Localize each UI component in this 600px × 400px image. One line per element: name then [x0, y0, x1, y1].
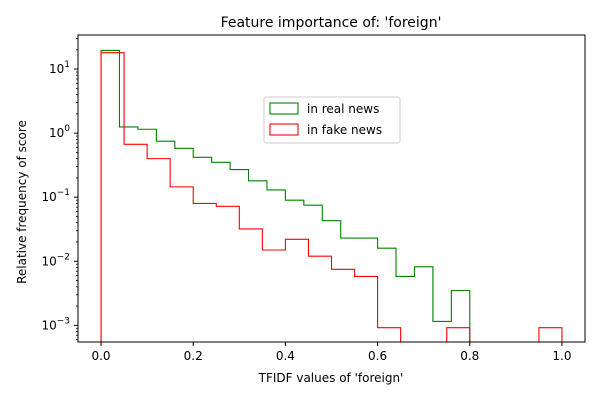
- legend: in real news in fake news: [263, 96, 401, 144]
- x-tick-label: 0.4: [276, 349, 295, 363]
- x-tick-label: 0.8: [460, 349, 479, 363]
- x-tick-label: 1.0: [552, 349, 571, 363]
- legend-swatch: [269, 123, 299, 136]
- series-fake-news: [100, 52, 563, 342]
- x-tick-label: 0.0: [91, 349, 110, 363]
- legend-swatch: [269, 102, 299, 115]
- y-tick-label: 100: [49, 124, 70, 140]
- series-step-line: [100, 52, 563, 342]
- legend-label: in real news: [307, 102, 379, 116]
- chart-title: Feature importance of: 'foreign': [221, 15, 442, 31]
- series-real-news: [100, 49, 471, 342]
- legend-item: in real news: [269, 102, 379, 116]
- x-tick-label: 0.6: [368, 349, 387, 363]
- legend-label: in fake news: [307, 123, 382, 137]
- x-tick-label: 0.2: [184, 349, 203, 363]
- y-tick-label: 10−1: [41, 188, 70, 204]
- y-tick-label: 101: [49, 60, 70, 76]
- axes-frame: [77, 34, 586, 343]
- plot-area: [78, 35, 585, 342]
- y-axis-label: Relative frequency of score: [15, 120, 29, 284]
- x-axis-label: TFIDF values of 'foreign': [258, 371, 404, 385]
- axes-layer: 0.0 0.2 0.4 0.6 0.8 1.0 101 100 10−1 10−2 10−3: [41, 34, 586, 363]
- plot-background: [78, 35, 585, 342]
- y-tick-label: 10−3: [41, 316, 70, 332]
- series-step-line: [100, 49, 471, 342]
- y-tick-label: 10−2: [41, 252, 70, 268]
- series-layer: [100, 49, 563, 342]
- legend-item: in fake news: [269, 123, 382, 137]
